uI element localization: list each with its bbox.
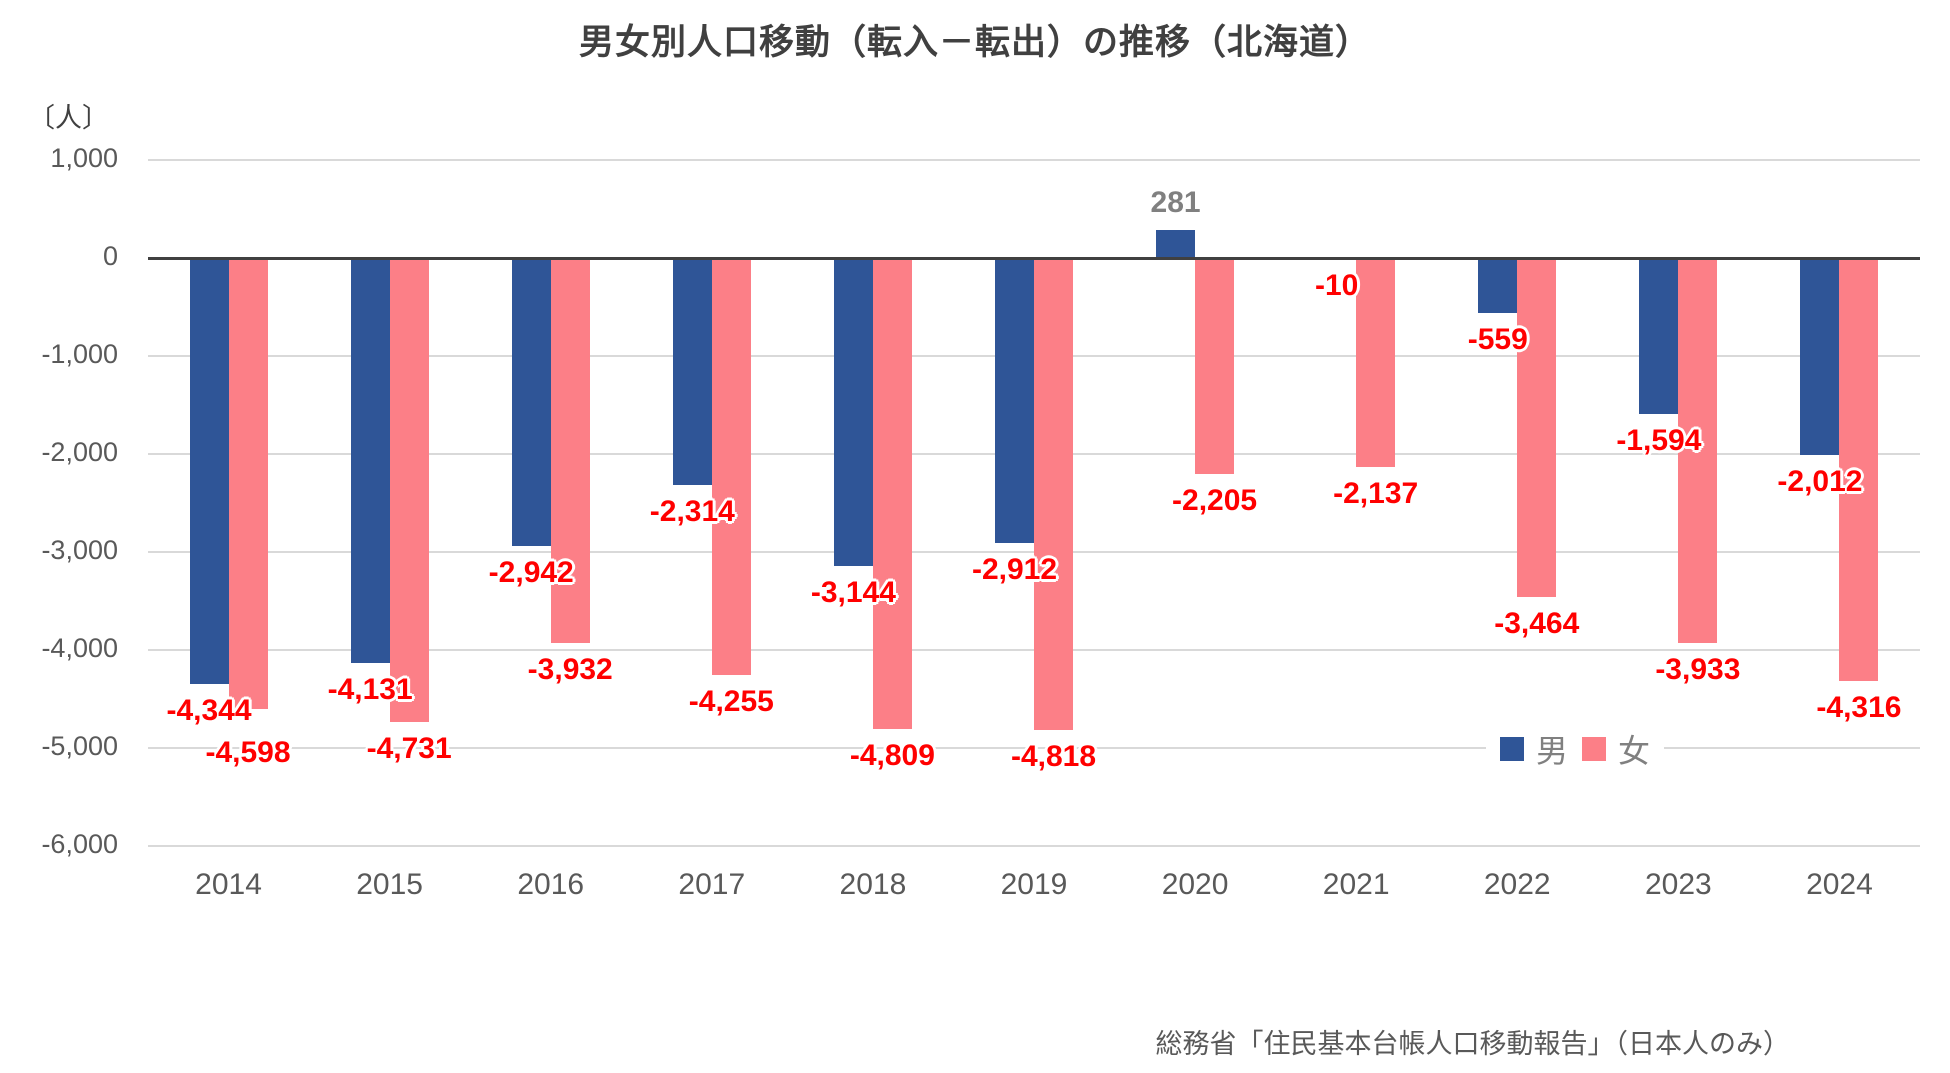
x-tick-label-2016: 2016 (517, 868, 585, 901)
bar-female-2018 (872, 258, 912, 730)
legend: 男 女 (1486, 720, 1665, 778)
legend-female-label: 女 (1618, 733, 1651, 769)
value-label-female-2018: -4,809 (849, 739, 935, 773)
gridline (148, 159, 1920, 161)
x-tick-label-2022: 2022 (1483, 868, 1551, 901)
value-label-male-2022: -559 (1467, 322, 1528, 356)
y-tick-label: -6,000 (41, 829, 118, 859)
source-note: 総務省「住民基本台帳人口移動報告」（日本人のみ） (1155, 1029, 1791, 1059)
female-legend-swatch-icon (1582, 737, 1607, 761)
bar-male-2016 (511, 258, 551, 547)
legend-item-male: 男 (1500, 726, 1568, 772)
value-label-male-2023: -1,594 (1616, 424, 1702, 458)
value-label-male-2017: -2,314 (649, 494, 735, 528)
x-tick-label-2014: 2014 (195, 868, 262, 901)
male-legend-swatch-icon (1500, 737, 1524, 761)
bar-female-2020 (1195, 258, 1235, 475)
value-label-male-2024: -2,012 (1777, 465, 1863, 499)
y-tick-label: -2,000 (41, 437, 118, 467)
y-tick-label: -3,000 (41, 535, 118, 565)
bar-female-2015 (389, 258, 429, 722)
bar-male-2018 (833, 258, 873, 567)
chart-title: 男女別人口移動（転入－転出）の推移（北海道） (578, 23, 1371, 62)
value-label-female-2014: -4,598 (205, 735, 291, 769)
x-tick-label-2021: 2021 (1322, 868, 1390, 901)
bar-male-2020 (1156, 230, 1196, 258)
bar-female-2021 (1356, 258, 1396, 468)
value-label-male-2020: 281 (1150, 186, 1201, 220)
y-tick-label: 0 (102, 241, 118, 271)
value-label-female-2017: -4,255 (688, 684, 774, 718)
gridline (148, 747, 1920, 749)
value-label-female-2024: -4,316 (1816, 690, 1902, 724)
bar-female-2017 (711, 258, 751, 675)
value-label-female-2019: -4,818 (1010, 740, 1097, 774)
x-tick-label-2020: 2020 (1161, 868, 1229, 901)
bar-female-2022 (1517, 258, 1557, 598)
value-label-female-2023: -3,933 (1655, 653, 1741, 687)
value-label-female-2016: -3,932 (527, 653, 613, 687)
value-label-male-2016: -2,942 (488, 556, 574, 590)
y-axis-unit-label: 〔人〕 (28, 103, 109, 133)
x-tick-label-2015: 2015 (356, 868, 423, 901)
bar-male-2022 (1478, 258, 1518, 313)
bar-female-2019 (1034, 258, 1073, 731)
value-label-male-2014: -4,344 (166, 693, 252, 727)
value-label-male-2021: -10 (1314, 268, 1359, 302)
bar-male-2014 (189, 258, 229, 684)
y-tick-label: 1,000 (50, 143, 118, 173)
x-tick-label-2019: 2019 (1000, 868, 1068, 901)
x-tick-label-2023: 2023 (1644, 868, 1712, 901)
bar-female-2014 (228, 258, 268, 709)
bar-male-2019 (995, 258, 1034, 544)
bar-male-2024 (1800, 258, 1840, 456)
gridline (148, 845, 1920, 847)
value-label-male-2018: -3,144 (810, 576, 896, 610)
value-label-female-2021: -2,137 (1333, 477, 1419, 511)
x-tick-label-2024: 2024 (1806, 868, 1873, 901)
x-axis-zero-line (148, 256, 1920, 260)
bar-male-2015 (350, 258, 390, 663)
legend-male-label: 男 (1536, 733, 1569, 769)
value-label-male-2019: -2,912 (971, 553, 1058, 587)
bar-female-2023 (1678, 258, 1718, 644)
y-tick-label: -1,000 (41, 339, 118, 369)
value-label-female-2022: -3,464 (1494, 607, 1580, 641)
value-label-male-2015: -4,131 (327, 672, 413, 706)
legend-item-female: 女 (1582, 726, 1650, 772)
y-tick-label: -4,000 (41, 633, 118, 663)
value-label-female-2020: -2,205 (1172, 484, 1258, 518)
bar-male-2023 (1639, 258, 1679, 415)
bar-female-2016 (550, 258, 590, 644)
bar-male-2017 (672, 258, 712, 485)
x-tick-label-2018: 2018 (839, 868, 907, 901)
x-tick-label-2017: 2017 (678, 868, 746, 901)
y-tick-label: -5,000 (41, 731, 118, 761)
value-label-female-2015: -4,731 (366, 731, 452, 765)
bar-female-2024 (1839, 258, 1879, 681)
